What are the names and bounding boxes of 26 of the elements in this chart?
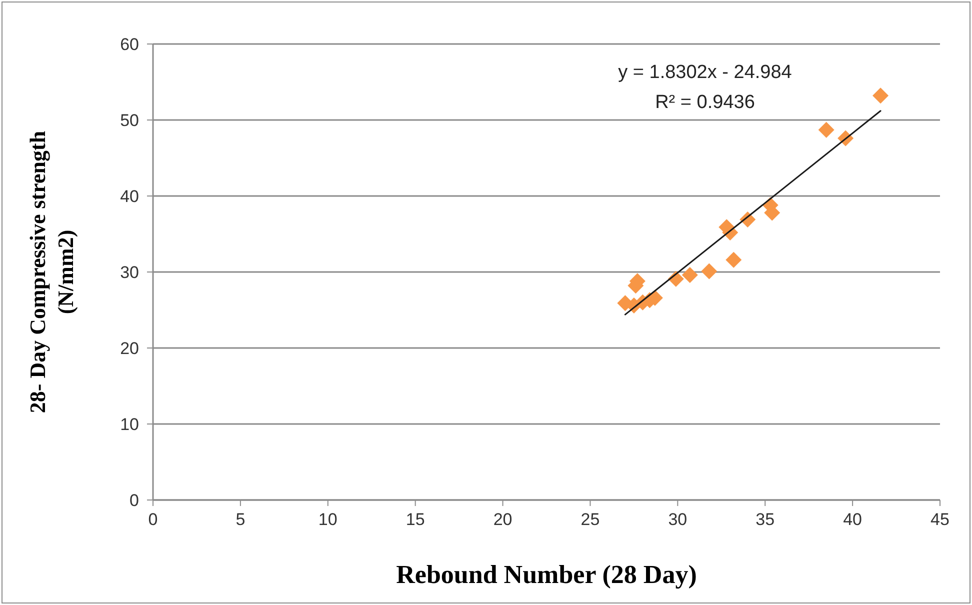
x-tick-label: 35	[756, 510, 775, 529]
y-tick-label: 50	[120, 111, 139, 130]
x-tick-label: 40	[843, 510, 862, 529]
point	[872, 88, 889, 104]
x-tick-label: 30	[668, 510, 688, 529]
y-tick-label: 20	[120, 339, 139, 358]
x-tick-label: 45	[930, 510, 950, 529]
point	[682, 267, 698, 284]
y-tick-label: 40	[120, 187, 139, 206]
x-tick-label: 15	[406, 510, 425, 529]
annotation: y = 1.8302x - 24.984	[618, 62, 792, 83]
y-tick-label: 10	[120, 415, 139, 434]
y-tick-label: 60	[120, 35, 139, 54]
x-tick-label: 10	[318, 510, 338, 529]
point	[818, 122, 834, 138]
x-tick-label: 5	[236, 510, 246, 529]
x-tick-label: 0	[148, 510, 158, 529]
x-tick-label: 25	[580, 510, 600, 529]
x-axis-title: Rebound Number (28 Day)	[396, 560, 697, 589]
point	[726, 252, 742, 268]
x-tick-label: 20	[493, 510, 512, 529]
y-tick-label: 30	[120, 263, 139, 282]
y-tick-label: 0	[130, 491, 139, 510]
point	[701, 263, 718, 280]
y-axis-title: 28- Day Compressive strength (N/mm2)	[25, 130, 78, 414]
annotation: R² = 0.9436	[655, 92, 755, 113]
